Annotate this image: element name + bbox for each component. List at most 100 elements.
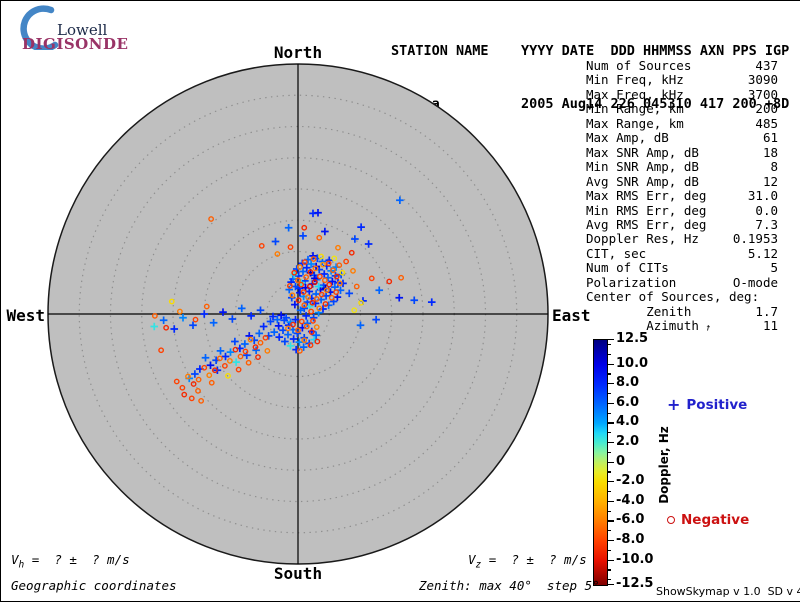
- stat-row: Min SNR Amp, dB 8: [586, 159, 778, 175]
- negative-doppler-point: [336, 280, 343, 287]
- colorbar-tick: [607, 579, 611, 581]
- positive-doppler-point: [285, 285, 294, 294]
- doppler-colorbar: [593, 339, 608, 586]
- legend-negative-label: Negative: [681, 512, 750, 528]
- negative-doppler-point: [257, 339, 264, 346]
- stat-row: Polarization O-mode: [586, 274, 778, 290]
- positive-doppler-point: [291, 282, 300, 291]
- negative-doppler-point: [301, 337, 308, 344]
- colorbar-tick: [607, 402, 614, 405]
- legend-negative: Negative: [667, 512, 749, 528]
- negative-doppler-point: [326, 281, 333, 288]
- positive-doppler-point: [255, 329, 264, 338]
- positive-doppler-point: [221, 352, 230, 361]
- negative-doppler-point: [298, 318, 305, 325]
- negative-doppler-point: [274, 251, 281, 257]
- negative-doppler-point: [386, 278, 393, 285]
- positive-doppler-point: [299, 343, 308, 351]
- positive-doppler-point: [219, 308, 227, 316]
- negative-doppler-point: [221, 362, 228, 369]
- colorbar-tick: [607, 343, 611, 346]
- stats-panel: Num of Sources 437 Min Freq, kHz 3090 Max Fr…: [586, 58, 778, 335]
- negative-doppler-point: [316, 305, 323, 312]
- positive-doppler-point: [325, 256, 334, 265]
- negative-doppler-point: [262, 334, 269, 341]
- positive-doppler-point: [247, 312, 255, 320]
- vh-var: V: [11, 552, 19, 567]
- positive-doppler-point: [284, 223, 293, 232]
- negative-doppler-point: [318, 253, 325, 260]
- negative-doppler-point: [309, 299, 316, 306]
- positive-doppler-point: [291, 300, 299, 309]
- positive-doppler-point: [189, 321, 197, 330]
- negative-doppler-point: [312, 265, 319, 272]
- positive-doppler-point: [231, 337, 239, 346]
- stat-row: Azimuth ↑ 11: [586, 318, 778, 335]
- header-info: STATION NAME YYYY DATE DDD HHMMSS AXN PP…: [391, 8, 789, 148]
- negative-doppler-point: [179, 384, 186, 391]
- positive-doppler-point: [375, 286, 384, 295]
- positive-doppler-point: [309, 252, 317, 260]
- negative-doppler-point: [333, 273, 340, 280]
- positive-doppler-point: [191, 370, 199, 378]
- negative-doppler-point: [368, 275, 375, 282]
- axes-crosshair: [48, 64, 548, 564]
- negative-doppler-point: [163, 324, 170, 331]
- legend-positive-label: Positive: [686, 396, 748, 413]
- stat-row: Center of Sources, deg:: [586, 289, 760, 305]
- compass-label-east: East: [552, 306, 591, 325]
- negative-doppler-point: [226, 357, 233, 364]
- negative-doppler-point: [206, 372, 213, 379]
- compass-label-south: South: [273, 564, 323, 583]
- negative-doppler-point: [181, 391, 188, 398]
- positive-doppler-point: [286, 342, 295, 350]
- vertical-velocity-note: Vz = ? ± ? m/s: [468, 552, 587, 571]
- negative-doppler-point: [237, 353, 244, 360]
- negative-doppler-point: [198, 397, 205, 404]
- colorbar-tick-label: -12.5: [616, 576, 654, 591]
- negative-doppler-point: [307, 269, 314, 276]
- positive-doppler-point: [200, 310, 209, 318]
- stat-row: Min Freq, kHz 3090: [586, 72, 778, 88]
- negative-doppler-point: [303, 274, 310, 281]
- colorbar-tick: [607, 441, 614, 444]
- negative-doppler-point: [258, 242, 265, 249]
- horizontal-velocity-note: Vh = ? ± ? m/s: [11, 552, 130, 571]
- negative-doppler-point: [358, 299, 365, 306]
- vz-sub: z: [475, 559, 482, 571]
- negative-doppler-point: [323, 287, 330, 294]
- positive-doppler-point: [312, 331, 320, 340]
- negative-doppler-point: [291, 269, 298, 276]
- positive-doppler-point: [277, 311, 285, 320]
- positive-doppler-point: [216, 347, 225, 355]
- positive-doppler-point: [303, 319, 312, 328]
- negative-doppler-point: [398, 274, 405, 281]
- negative-doppler-point: [353, 283, 360, 290]
- positive-doppler-point: [296, 288, 304, 297]
- positive-doppler-point: [259, 322, 268, 331]
- negative-doppler-point: [310, 317, 316, 324]
- stat-row: Avg SNR Amp, dB 12: [586, 173, 778, 189]
- negative-doppler-point: [351, 307, 358, 314]
- vh-value: = ? ± ? m/s: [24, 552, 130, 567]
- negative-doppler-point: [289, 292, 296, 299]
- negative-doppler-point: [188, 395, 195, 402]
- lowell-digisonde-logo: Lowell DIGISONDE: [9, 4, 149, 53]
- colorbar-tick: [607, 539, 614, 542]
- negative-doppler-point: [208, 216, 215, 222]
- colorbar-tick-label: 2.0: [616, 433, 640, 449]
- negative-doppler-point: [316, 234, 323, 241]
- positive-doppler-point: [302, 263, 311, 272]
- negative-doppler-point: [295, 327, 301, 334]
- negative-doppler-point: [295, 297, 302, 304]
- stat-row: CIT, sec 5.12: [586, 245, 778, 261]
- positive-doppler-point: [232, 358, 240, 366]
- positive-doppler-point: [314, 208, 322, 217]
- version-note: ShowSkymap v 1.0 SD v 4.2: [656, 585, 800, 598]
- positive-doppler-point: [237, 304, 246, 313]
- negative-doppler-point: [216, 355, 223, 362]
- negative-doppler-point: [301, 259, 308, 266]
- stat-row: Num of Sources 437: [586, 58, 778, 73]
- positive-doppler-point: [206, 361, 215, 370]
